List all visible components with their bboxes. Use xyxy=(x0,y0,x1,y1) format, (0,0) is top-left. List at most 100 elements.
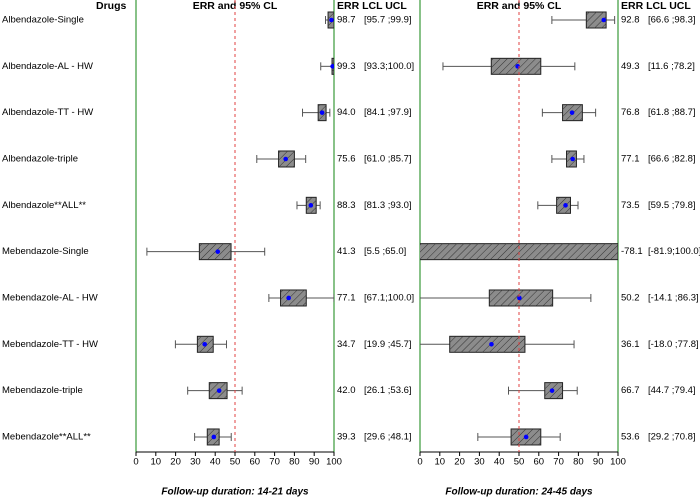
ci-label: [-81.9;100.0] xyxy=(648,246,700,257)
err-label: 36.1 xyxy=(621,339,640,350)
ci-label: [93.3;100.0] xyxy=(364,61,414,72)
x-tick-label: 60 xyxy=(250,457,261,468)
ci-label: [44.7 ;79.4] xyxy=(648,385,696,396)
ci-label: [29.6 ;48.1] xyxy=(364,431,412,442)
x-tick-label: 0 xyxy=(133,457,138,468)
box-hatch xyxy=(280,289,307,306)
category-header: Drugs xyxy=(96,0,126,12)
x-tick-label: 40 xyxy=(210,457,221,468)
ci-label: [61.0 ;85.7] xyxy=(364,154,412,165)
x-tick-label: 10 xyxy=(435,457,446,468)
footer: Follow-up duration: 14-21 days xyxy=(161,487,309,497)
err-point xyxy=(569,110,575,115)
panel-title: ERR and 95% CL xyxy=(477,0,562,12)
x-tick-label: 70 xyxy=(269,457,280,468)
ci-label: [26.1 ;53.6] xyxy=(364,385,412,396)
err-label: 77.1 xyxy=(621,154,640,165)
ci-label: [84.1 ;97.9] xyxy=(364,107,412,118)
box-hatch xyxy=(199,243,232,260)
x-tick-label: 20 xyxy=(170,457,181,468)
ci-label: [-18.0 ;77.8] xyxy=(648,339,699,350)
columns-header: ERR LCL UCL xyxy=(621,0,691,12)
x-tick-label: 100 xyxy=(326,457,342,468)
err-label: 76.8 xyxy=(621,107,640,118)
ci-label: [66.6 ;98.3] xyxy=(648,15,696,26)
err-point xyxy=(489,342,494,347)
ci-label: [19.9 ;45.7] xyxy=(364,339,412,350)
box-hatch xyxy=(586,12,607,28)
ci-label: [29.2 ;70.8] xyxy=(648,431,696,442)
x-tick-label: 70 xyxy=(553,457,564,468)
x-tick-label: 80 xyxy=(573,457,584,468)
err-label: 99.3 xyxy=(337,61,356,72)
err-label: 92.8 xyxy=(621,15,640,26)
err-label: 88.3 xyxy=(337,200,356,211)
box-hatch xyxy=(420,243,618,260)
err-point xyxy=(549,388,555,393)
err-label: 42.0 xyxy=(337,385,356,396)
drug-label: Mebendazole-TT - HW xyxy=(2,339,98,350)
err-label: 53.6 xyxy=(621,431,640,442)
err-label: 66.7 xyxy=(621,385,640,396)
x-tick-label: 30 xyxy=(190,457,201,468)
panel-title: ERR and 95% CL xyxy=(193,0,278,12)
err-point xyxy=(517,295,522,301)
err-point xyxy=(319,110,325,115)
err-point xyxy=(202,342,208,347)
err-label: 73.5 xyxy=(621,200,640,211)
drug-label: Albendazole**ALL** xyxy=(2,200,86,211)
ci-label: [-14.1 ;86.3] xyxy=(648,292,699,303)
columns-header: ERR LCL UCL xyxy=(337,0,407,12)
err-label: 50.2 xyxy=(621,292,640,303)
err-point xyxy=(563,203,568,208)
err-point xyxy=(216,388,222,393)
err-point xyxy=(330,64,334,69)
err-label: 75.6 xyxy=(337,154,356,165)
drug-label: Mebendazole**ALL** xyxy=(2,431,91,442)
x-tick-label: 100 xyxy=(610,457,626,468)
drug-label: Mebendazole-Single xyxy=(2,246,89,257)
err-label: 49.3 xyxy=(621,61,640,72)
err-label: -78.1 xyxy=(621,246,643,257)
drug-label: Mebendazole-AL - HW xyxy=(2,292,98,303)
err-label: 98.7 xyxy=(337,15,356,26)
x-tick-label: 60 xyxy=(534,457,545,468)
footer: Follow-up duration: 24-45 days xyxy=(445,487,593,497)
err-label: 41.3 xyxy=(337,246,356,257)
err-point xyxy=(211,434,217,440)
err-point xyxy=(215,249,221,254)
box-hatch xyxy=(449,336,525,353)
drug-label: Albendazole-AL - HW xyxy=(2,61,93,72)
err-point xyxy=(601,17,607,23)
x-tick-label: 80 xyxy=(289,457,300,468)
err-label: 94.0 xyxy=(337,107,356,118)
ci-label: [61.8 ;88.7] xyxy=(648,107,696,118)
x-tick-label: 20 xyxy=(454,457,465,468)
ci-label: [81.3 ;93.0] xyxy=(364,200,412,211)
drug-label: Albendazole-triple xyxy=(2,154,78,165)
plot-area xyxy=(420,11,618,446)
drug-label: Albendazole-TT - HW xyxy=(2,107,93,118)
err-label: 34.7 xyxy=(337,339,356,350)
ci-label: [5.5 ;65.0] xyxy=(364,246,406,257)
x-tick-label: 50 xyxy=(514,457,525,468)
plot-area xyxy=(146,11,334,446)
drug-label: Mebendazole-triple xyxy=(2,385,83,396)
err-point xyxy=(283,156,288,162)
err-point xyxy=(570,156,575,162)
x-tick-label: 0 xyxy=(417,457,422,468)
x-tick-label: 10 xyxy=(151,457,162,468)
err-point xyxy=(523,434,529,440)
ci-label: [67.1;100.0] xyxy=(364,292,414,303)
err-point xyxy=(329,17,334,23)
err-label: 77.1 xyxy=(337,292,356,303)
drug-label: Albendazole-Single xyxy=(2,15,84,26)
ci-label: [95.7 ;99.9] xyxy=(364,15,412,26)
x-tick-label: 50 xyxy=(230,457,241,468)
err-point xyxy=(308,203,314,208)
x-tick-label: 40 xyxy=(494,457,505,468)
err-point xyxy=(286,295,291,301)
x-tick-label: 30 xyxy=(474,457,485,468)
ci-label: [59.5 ;79.8] xyxy=(648,200,696,211)
